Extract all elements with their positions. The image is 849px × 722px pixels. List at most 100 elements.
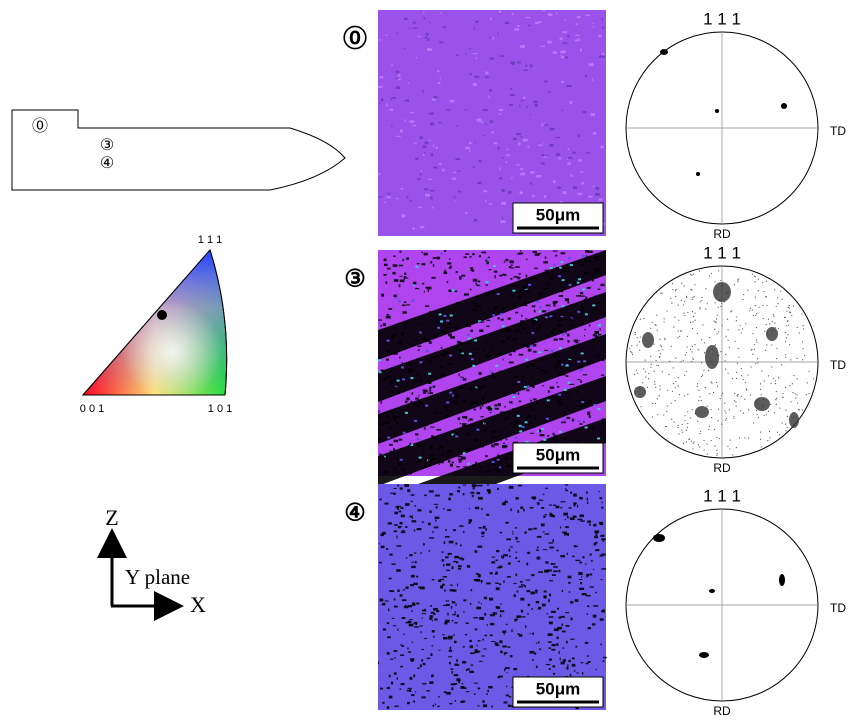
grain [530,114,531,115]
grain [520,173,525,176]
grain [541,369,543,371]
pole-speck [666,426,667,427]
grain [400,644,402,645]
grain [413,22,416,24]
pole-speck [756,342,757,343]
grain [602,56,606,58]
grain [437,327,440,329]
grain [550,350,553,352]
grain [587,260,591,262]
pole-speck [733,418,734,419]
grain [554,435,557,438]
grain [521,100,524,101]
pole-speck [785,387,786,388]
grain [543,288,548,290]
grain [541,162,545,164]
grain [478,497,483,500]
grain [458,568,461,570]
pole-speck [684,395,685,396]
grain [555,506,559,509]
pole-speck [785,332,786,333]
grain [378,439,381,440]
grain [470,388,475,391]
grain [455,604,456,606]
grain [586,255,587,258]
grain [518,561,520,563]
grain [471,589,473,591]
grain [485,76,489,78]
grain [480,467,482,468]
grain [478,160,481,162]
pole-speck [727,373,728,374]
grain [532,305,535,307]
grain [501,466,503,469]
grain [595,549,599,551]
pole-speck [738,357,739,358]
grain [454,622,458,623]
grain [481,655,485,656]
grain [581,182,584,184]
grain [447,613,448,616]
pole-speck [675,358,676,359]
grain [553,505,556,506]
grain [463,493,465,495]
grain [394,279,398,282]
grain [515,497,519,499]
grain [519,634,522,637]
pole-speck [683,304,684,305]
pole-speck [701,297,702,298]
pole-speck [732,378,733,379]
grain [560,527,561,529]
grain [577,361,580,363]
grain [419,136,423,139]
grain [399,276,402,277]
grain [465,362,466,364]
ipf-triangle [83,250,227,395]
grain [536,367,539,368]
grain [477,546,482,548]
grain [456,271,458,273]
grain [516,420,519,423]
pole-speck [677,386,678,387]
grain [440,586,442,589]
grain [396,71,400,73]
grain [564,19,566,20]
grain [557,608,559,610]
pole-speck [751,349,752,350]
pole-speck [666,310,667,311]
grain [449,392,452,394]
grain [565,612,569,613]
grain [446,570,450,571]
grain [527,146,529,148]
grain [404,18,407,20]
grain [483,532,485,534]
grain [507,672,508,673]
grain [422,618,423,619]
pole-speck [754,281,755,282]
grain [519,430,522,432]
grain [386,548,388,550]
grain [422,283,424,285]
grain [586,402,589,404]
grain [470,492,474,494]
pole-speck [692,409,693,410]
grain [519,401,522,403]
grain [479,617,484,620]
pole-speck [659,395,660,396]
grain [429,537,434,538]
grain [527,552,530,554]
grain [496,572,498,574]
grain [536,549,538,551]
pole-speck [666,411,667,412]
grain [421,659,423,661]
pole-speck [698,349,699,350]
pole-speck [655,324,656,325]
grain [585,15,590,16]
grain [519,324,522,326]
grain [535,104,538,107]
pole-speck [711,381,712,382]
grain [530,507,534,509]
grain [601,418,605,419]
pole-spot [754,397,770,411]
grain [468,338,471,340]
